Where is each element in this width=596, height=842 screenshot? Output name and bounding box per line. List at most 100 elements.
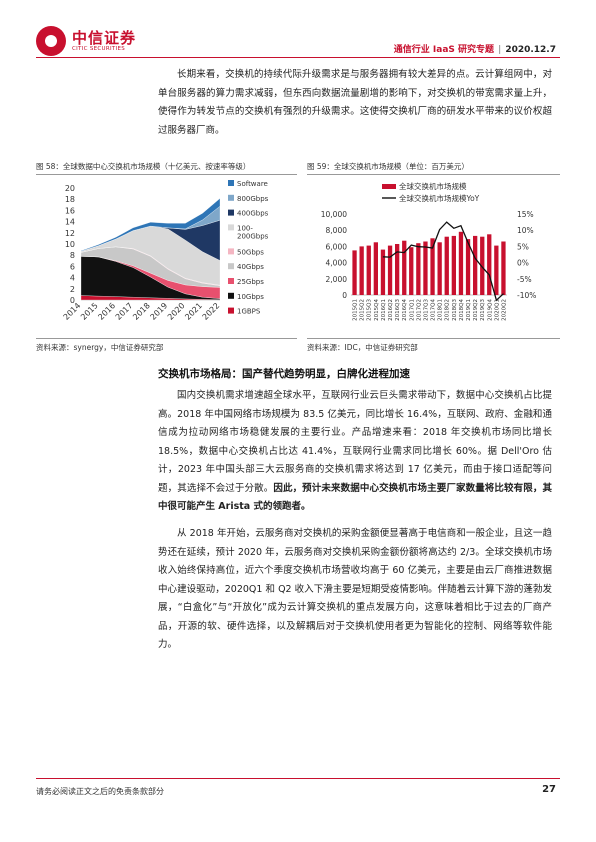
- x-tick-label: 2017: [114, 301, 135, 322]
- legend-label: 全球交换机市场规模: [399, 181, 467, 191]
- logo-text: 中信证券: [72, 29, 137, 47]
- left-y-tick-label: 4,000: [326, 259, 348, 268]
- x-tick-label: 2019Q4: [487, 299, 493, 321]
- x-tick-label: 2015: [79, 301, 100, 322]
- logo-subtext: CITIC SECURITIES: [72, 46, 126, 52]
- x-tick-label: 2015Q1: [353, 299, 359, 321]
- figure58-source: 资料来源：synergy，中信证券研究部: [36, 343, 164, 352]
- figure58-top-rule: [36, 174, 297, 175]
- bar: [402, 240, 407, 295]
- bar: [444, 236, 449, 295]
- bar: [352, 250, 357, 295]
- bar: [451, 235, 456, 295]
- x-tick-label: 2015Q4: [374, 299, 380, 321]
- right-y-tick-label: 15%: [517, 210, 534, 219]
- area-series-8: [80, 198, 221, 252]
- market-paragraph-emphasis: 因此，预计未来数据中心交换机市场主要厂家数量将比较有限，其中很可能产生 Aris…: [158, 482, 552, 513]
- bar: [494, 245, 499, 295]
- market-paragraph-text: 国内交换机需求增速超全球水平，互联网行业云巨头需求带动下，数据中心交换机占比提高…: [158, 390, 552, 494]
- x-tick-label: 2016Q3: [395, 299, 401, 321]
- x-tick-label: 2018Q3: [452, 299, 458, 321]
- y-tick-label: 18: [65, 195, 75, 204]
- yoy-line: [382, 221, 504, 302]
- figure58-bottom-rule: [36, 338, 297, 339]
- bar: [373, 242, 378, 295]
- x-tick-label: 2018Q2: [445, 299, 451, 321]
- right-y-tick-label: 10%: [517, 226, 534, 235]
- y-tick-label: 6: [70, 262, 75, 271]
- legend-label: Software: [237, 180, 268, 188]
- footer-divider: [36, 778, 560, 779]
- legend-swatch: [228, 292, 234, 299]
- figure59-top-rule: [307, 174, 560, 175]
- section-title: 交换机市场格局：国产替代趋势明显，白牌化进程加速: [158, 368, 410, 380]
- bar: [465, 239, 471, 295]
- intro-paragraph: 长期来看，交换机的持续代际升级需求是与服务器拥有较大差异的点。云计算组网中，对单…: [158, 69, 552, 136]
- left-y-tick-label: 10,000: [321, 210, 347, 219]
- legend-swatch: [228, 224, 234, 231]
- x-tick-label: 2018Q1: [438, 299, 444, 321]
- x-tick-label: 2014: [62, 301, 83, 322]
- x-tick-label: 2018Q4: [459, 299, 465, 321]
- left-y-tick-label: 0: [342, 291, 347, 300]
- bar: [380, 249, 386, 295]
- x-tick-label: 2018: [131, 301, 152, 322]
- x-tick-label: 2021: [183, 301, 204, 322]
- x-tick-label: 2017Q3: [423, 299, 429, 321]
- left-y-tick-label: 6,000: [326, 242, 348, 251]
- bar: [430, 238, 435, 295]
- figure59-caption: 图 59：全球交换机市场规模（单位：百万美元）: [307, 162, 469, 171]
- legend-swatch: [228, 248, 234, 255]
- report-topic: 通信行业 IaaS 研究专题: [393, 45, 495, 55]
- bar: [458, 231, 464, 295]
- report-header: 通信行业 IaaS 研究专题 | 2020.12.7: [394, 42, 556, 55]
- right-y-tick-label: 5%: [517, 242, 529, 251]
- legend-swatch: [228, 180, 234, 186]
- bar: [416, 243, 421, 295]
- y-tick-label: 16: [65, 206, 75, 215]
- legend-label: 25Gbps: [237, 278, 264, 286]
- bar: [359, 246, 364, 295]
- right-y-tick-label: -5%: [517, 275, 532, 284]
- y-tick-label: 10: [65, 240, 75, 249]
- y-tick-label: 14: [65, 218, 75, 227]
- y-tick-label: 4: [70, 274, 75, 283]
- y-tick-label: 0: [70, 296, 75, 305]
- y-tick-label: 2: [70, 285, 75, 294]
- legend-label: 1GBPS: [237, 308, 261, 316]
- y-tick-label: 20: [65, 184, 75, 193]
- x-tick-label: 2022: [201, 301, 222, 322]
- legend-swatch-bar: [382, 184, 396, 189]
- legend-label: 400Gbps: [237, 210, 269, 218]
- market-paragraph: 国内交换机需求增速超全球水平，互联网行业云巨头需求带动下，数据中心交换机占比提高…: [158, 387, 552, 517]
- figure58-caption: 图 58：全球数据中心交换机市场规模（十亿美元、按速率等级）: [36, 162, 251, 171]
- y-tick-label: 8: [70, 251, 75, 260]
- bar: [501, 241, 506, 295]
- bar: [437, 242, 442, 295]
- legend-label: 200Gbps: [237, 232, 269, 240]
- legend-label: 40Gbps: [237, 263, 264, 271]
- bar: [366, 245, 371, 295]
- bar: [409, 247, 414, 295]
- x-tick-label: 2019Q2: [473, 299, 479, 321]
- bar: [387, 245, 393, 295]
- left-y-tick-label: 2,000: [326, 275, 348, 284]
- x-tick-label: 2019Q3: [480, 299, 486, 321]
- right-y-tick-label: 0%: [517, 259, 529, 268]
- x-tick-label: 2016Q2: [388, 299, 394, 321]
- bar: [395, 244, 400, 295]
- legend-swatch: [228, 307, 234, 314]
- report-date: 2020.12.7: [505, 45, 556, 55]
- x-tick-label: 2019: [149, 301, 170, 322]
- legend-label: 50Gbps: [237, 248, 264, 256]
- x-tick-label: 2015Q2: [360, 299, 366, 321]
- header-divider: [36, 57, 560, 58]
- figure59-source: 资料来源：IDC，中信证券研究部: [307, 343, 418, 352]
- figure58-chart: 0 2 4 6 8 10 12 14 16 18 20 20142015201620172018201…: [62, 180, 269, 322]
- logo-icon: [36, 26, 66, 56]
- x-tick-label: 2017Q4: [431, 299, 437, 321]
- right-y-tick-label: -10%: [517, 291, 536, 300]
- x-tick-label: 2015Q3: [367, 299, 373, 321]
- footer-disclaimer: 请务必阅读正文之后的免责条款部分: [36, 787, 164, 796]
